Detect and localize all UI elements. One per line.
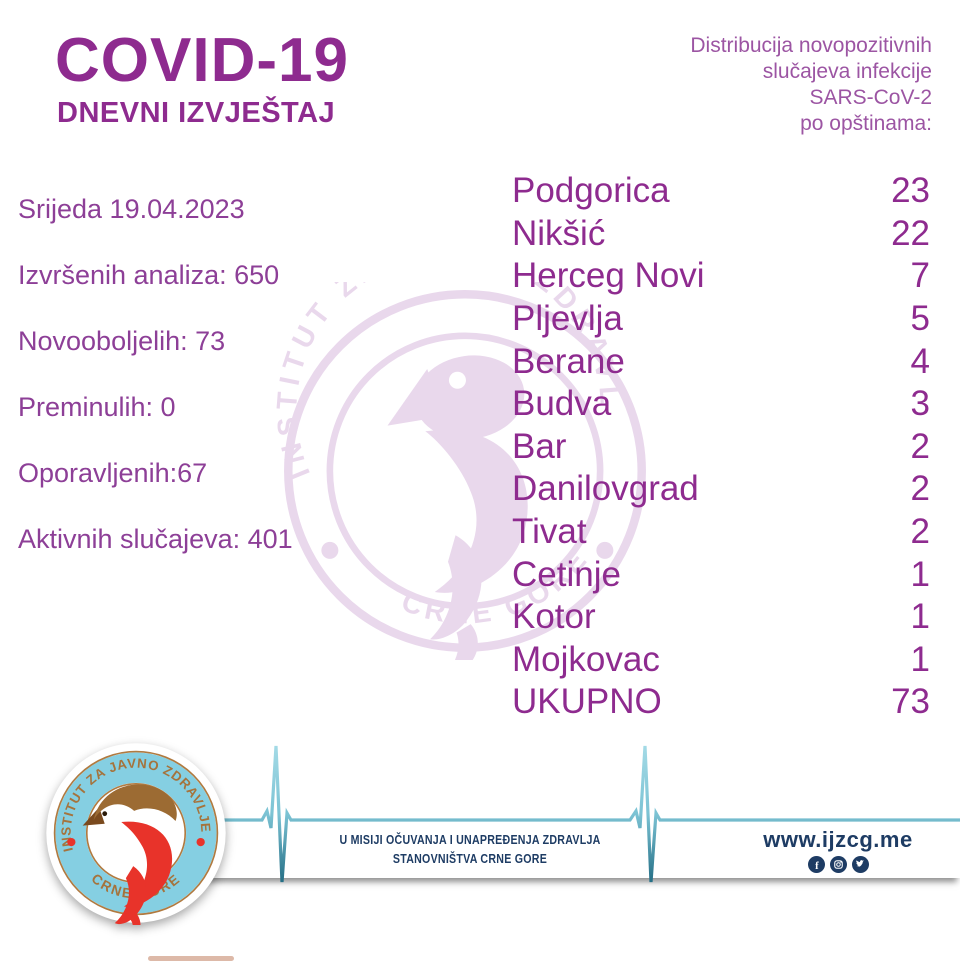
municipality-value: 3 <box>910 384 930 424</box>
municipality-name: Herceg Novi <box>512 256 705 296</box>
municipality-name: Danilovgrad <box>512 469 699 509</box>
daily-stats: Srijeda 19.04.2023 Izvršenih analiza: 65… <box>18 176 293 572</box>
stamp-right-dot <box>596 541 614 559</box>
stat-deaths: Preminulih: 0 <box>18 391 176 422</box>
municipality-value: 2 <box>910 469 930 509</box>
institute-logo: INSTITUT ZA JAVNO ZDRAVLJE CRNE GORE <box>46 743 226 925</box>
report-subtitle: DNEVNI IZVJEŠTAJ <box>57 97 336 129</box>
table-row: Tivat 2 <box>512 511 930 554</box>
table-row: Kotor 1 <box>512 596 930 639</box>
municipality-name: Nikšić <box>512 213 606 253</box>
logo-left-dot <box>67 837 76 847</box>
table-row: Berane 4 <box>512 340 930 383</box>
distribution-note: Distribucija novopozitivnih slučajeva in… <box>690 33 932 137</box>
municipality-value: 1 <box>910 597 930 637</box>
municipality-name: Bar <box>512 426 567 466</box>
municipality-value: 1 <box>910 554 930 594</box>
municipality-name: Kotor <box>512 597 596 637</box>
ekg-heartbeat-line <box>210 745 960 883</box>
table-row: Mojkovac 1 <box>512 639 930 682</box>
municipality-value: 2 <box>910 426 930 466</box>
table-row: Bar 2 <box>512 426 930 469</box>
table-row: Nikšić 22 <box>512 213 930 256</box>
municipality-name: Berane <box>512 341 625 381</box>
municipality-value: 7 <box>910 256 930 296</box>
municipality-name: Mojkovac <box>512 639 660 679</box>
stat-date: Srijeda 19.04.2023 <box>18 193 245 224</box>
table-row: Danilovgrad 2 <box>512 468 930 511</box>
stat-analyses: Izvršenih analiza: 650 <box>18 259 280 290</box>
table-row: Budva 3 <box>512 383 930 426</box>
distribution-note-line: po opštinama: <box>800 112 932 135</box>
dove-logo-icon <box>82 784 177 925</box>
municipality-name: Pljevlja <box>512 299 623 339</box>
facebook-icon[interactable]: f <box>807 856 825 873</box>
distribution-note-line: Distribucija novopozitivnih <box>690 34 932 57</box>
social-links: f <box>740 856 936 873</box>
municipality-name: Tivat <box>512 512 587 552</box>
municipality-name: Cetinje <box>512 554 621 594</box>
twitter-icon[interactable] <box>851 856 869 873</box>
stat-recovered: Oporavljenih:67 <box>18 457 208 488</box>
municipality-value: 23 <box>891 171 930 211</box>
municipality-value: 5 <box>910 299 930 339</box>
municipality-table: Podgorica 23 Nikšić 22 Herceg Novi 7 Pljevl… <box>512 170 930 724</box>
municipality-value: 1 <box>910 639 930 679</box>
mission-statement: U MISIJI OČUVANJA I UNAPREĐENJA ZDRAVLJA… <box>317 831 623 869</box>
svg-text:f: f <box>815 861 819 872</box>
cutoff-graphic-sliver <box>148 956 234 961</box>
report-title: COVID-19 <box>55 26 349 95</box>
total-label: UKUPNO <box>512 682 662 722</box>
stamp-left-dot <box>321 541 339 559</box>
mission-line-1: U MISIJI OČUVANJA I UNAPREĐENJA ZDRAVLJA <box>339 833 601 847</box>
table-row: Herceg Novi 7 <box>512 255 930 298</box>
watermark-stamp: INSTITUT ZA JAVNO ZDRAVLJE CRNE GORE <box>276 282 646 660</box>
dove-watermark-icon <box>387 355 528 660</box>
table-row: Cetinje 1 <box>512 553 930 596</box>
stat-new-cases: Novooboljelih: 73 <box>18 325 226 356</box>
logo-right-dot <box>196 837 205 847</box>
stat-active-cases: Aktivnih slučajeva: 401 <box>18 523 293 554</box>
table-row-total: UKUPNO 73 <box>512 681 930 724</box>
website-link[interactable]: www.ijzcg.me <box>763 827 913 852</box>
mission-line-2: STANOVNIŠTVA CRNE GORE <box>392 852 548 866</box>
municipality-name: Budva <box>512 384 612 424</box>
municipality-value: 22 <box>891 213 930 253</box>
distribution-note-line: SARS-CoV-2 <box>809 86 932 109</box>
distribution-note-line: slučajeva infekcije <box>762 60 932 83</box>
table-row: Pljevlja 5 <box>512 298 930 341</box>
instagram-icon[interactable] <box>829 856 847 873</box>
municipality-value: 4 <box>910 341 930 381</box>
municipality-value: 2 <box>910 512 930 552</box>
table-row: Podgorica 23 <box>512 170 930 213</box>
total-value: 73 <box>891 682 930 722</box>
municipality-name: Podgorica <box>512 171 670 211</box>
